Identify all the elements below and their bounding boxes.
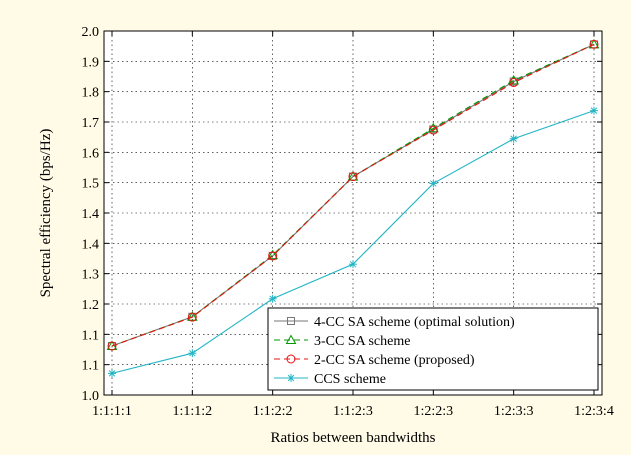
data-point bbox=[589, 39, 599, 49]
y-axis-label: Spectral efficiency (bps/Hz) bbox=[38, 129, 54, 298]
data-point bbox=[107, 341, 117, 351]
y-tick-label: 1.9 bbox=[82, 55, 100, 70]
legend-entry: CCS scheme bbox=[274, 372, 386, 387]
x-tick-label: 1:2:3:3 bbox=[494, 404, 534, 419]
data-point bbox=[428, 125, 438, 135]
legend-label: 2-CC SA scheme (proposed) bbox=[314, 353, 475, 368]
data-point bbox=[590, 106, 598, 115]
y-tick-label: 1.4 bbox=[82, 237, 100, 252]
legend-label: CCS scheme bbox=[314, 372, 386, 387]
x-tick-label: 1:1:1:1 bbox=[92, 404, 132, 419]
y-tick-label: 1.7 bbox=[82, 116, 100, 131]
marker-stroke bbox=[590, 107, 598, 114]
legend-box bbox=[267, 307, 599, 391]
data-point bbox=[267, 249, 279, 260]
y-tick-label: 1.0 bbox=[82, 389, 100, 404]
data-point bbox=[429, 179, 438, 188]
marker-stroke bbox=[189, 349, 196, 357]
x-tick-label: 1:2:2:3 bbox=[413, 404, 453, 419]
y-tick-label: 1.3 bbox=[82, 268, 100, 283]
series-4 bbox=[108, 106, 598, 378]
data-point bbox=[427, 122, 439, 133]
y-tick-label: 1.4 bbox=[82, 207, 100, 222]
data-point bbox=[508, 74, 520, 85]
marker-stroke bbox=[510, 135, 517, 142]
y-tick-label: 1.2 bbox=[82, 298, 100, 313]
x-tick-label: 1:2:3:4 bbox=[574, 404, 614, 419]
legend-entry: 4-CC SA scheme (optimal solution) bbox=[274, 315, 515, 330]
y-tick-label: 1.1 bbox=[82, 328, 100, 343]
legend-entry: 3-CC SA scheme bbox=[274, 334, 410, 349]
y-tick-label: 1.8 bbox=[82, 86, 100, 101]
series-line bbox=[111, 43, 595, 347]
data-point bbox=[186, 311, 198, 321]
x-tick-label: 1:1:2:2 bbox=[253, 404, 293, 419]
legend-label: 3-CC SA scheme bbox=[314, 334, 410, 349]
data-point bbox=[108, 369, 116, 378]
data-point bbox=[188, 349, 197, 358]
marker-stroke bbox=[287, 374, 295, 382]
y-tick-label: 2.0 bbox=[82, 25, 100, 40]
data-point bbox=[187, 312, 197, 322]
legend-marker bbox=[286, 354, 296, 364]
data-point bbox=[349, 260, 357, 269]
data-point bbox=[509, 78, 519, 88]
y-tick-label: 1.5 bbox=[82, 177, 100, 192]
legend-label: 4-CC SA scheme (optimal solution) bbox=[314, 315, 515, 330]
legend: 4-CC SA scheme (optimal solution) 3-CC SA… bbox=[267, 307, 599, 391]
data-point bbox=[268, 294, 277, 303]
y-tick-label: 1.1 bbox=[82, 359, 100, 374]
marker-stroke bbox=[108, 370, 116, 377]
legend-marker bbox=[287, 317, 295, 325]
data-point bbox=[348, 172, 358, 182]
data-point bbox=[268, 251, 278, 261]
marker-stroke bbox=[269, 295, 276, 303]
marker-stroke bbox=[430, 180, 437, 187]
y-tick-label: 1.6 bbox=[82, 146, 100, 161]
axis-ticks: 1:1:1:1 1:1:1:2 1:1:2:2 1:1:2:3 1:2:2:3 1:2:3… bbox=[82, 25, 614, 419]
x-tick-label: 1:1:2:3 bbox=[333, 404, 373, 419]
legend-marker bbox=[287, 374, 295, 382]
x-tick-label: 1:1:1:2 bbox=[172, 404, 212, 419]
legend-entry: 2-CC SA scheme (proposed) bbox=[274, 353, 475, 368]
series-3 bbox=[107, 39, 599, 351]
legend-marker bbox=[285, 334, 297, 344]
marker-stroke bbox=[349, 260, 357, 268]
series-layer bbox=[106, 38, 600, 378]
data-point bbox=[509, 134, 518, 143]
x-axis-label: Ratios between bandwidths bbox=[271, 430, 436, 446]
